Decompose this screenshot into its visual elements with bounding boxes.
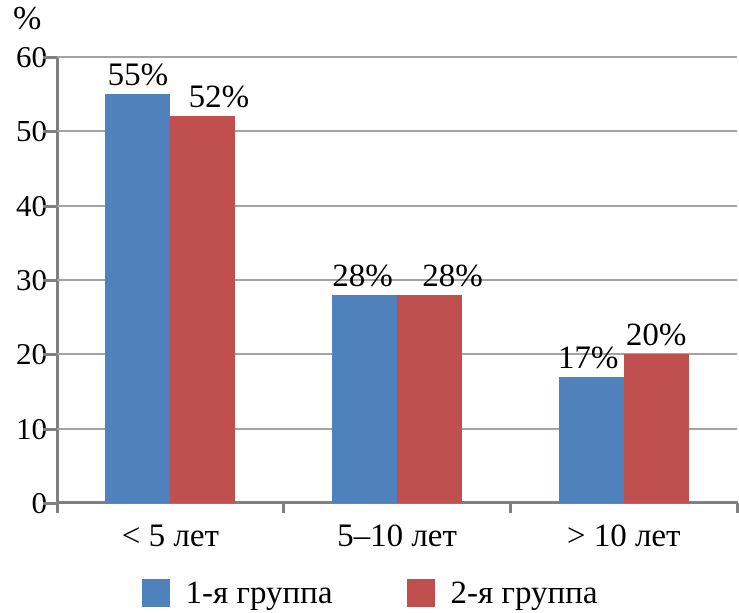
chart-legend: 1-я группа 2-я группа [0,572,739,613]
y-axis-tick [43,130,57,134]
y-axis-tick-label: 20 [16,336,47,372]
x-axis-tick [508,503,512,513]
y-axis-tick-label: 60 [16,39,47,74]
y-axis-tick [43,502,57,505]
bar-series2-cat1 [170,116,236,503]
bar-series2-cat3 [623,354,689,503]
x-axis-category-labels: < 5 лет 5–10 лет > 10 лет [57,515,737,557]
legend-swatch [141,578,170,607]
bar-value-label: 28% [332,257,393,294]
bar-series1-cat1 [105,94,171,503]
y-axis-tick [43,427,57,431]
bar-value-label: 55% [107,57,169,94]
x-axis-tick [735,503,739,513]
x-axis-tick [55,503,59,513]
legend-swatch [406,578,435,607]
x-axis-tick [282,503,286,513]
bar-series1-cat3 [558,376,624,503]
plot-area: 55% 28% 17% 52% 28% 20% [43,56,739,513]
y-axis-tick [43,279,57,282]
gridline [57,279,737,281]
legend-label: 1-я группа [185,574,333,611]
y-axis-tick-label: 30 [16,262,47,297]
y-axis-tick [43,56,57,59]
y-axis-tick-label: 0 [31,485,48,520]
bar-value-label: 17% [557,339,619,376]
x-axis-category-label: 5–10 лет [337,518,457,554]
legend-label: 2-я группа [450,574,598,611]
bar-value-label: 20% [625,317,687,354]
x-axis-category-label: < 5 лет [121,518,219,554]
y-axis-unit-label: % [13,0,42,37]
gridline [57,204,737,207]
legend-item-series2: 2-я группа [406,574,598,611]
gridline [57,130,737,133]
gridline [57,56,737,58]
y-axis-tick [43,353,57,357]
bar-value-label: 28% [422,257,483,294]
y-axis-tick [43,204,57,208]
bar-value-label: 52% [188,79,250,116]
y-axis-tick-label: 50 [16,113,47,149]
y-axis-tick-label: 40 [16,187,47,223]
bar-series1-cat2 [332,294,397,503]
y-axis-tick-label: 10 [16,410,47,446]
y-axis-line [56,57,59,511]
legend-item-series1: 1-я группа [141,574,333,611]
y-axis-tick-labels: 0 10 20 30 40 50 60 [0,0,47,613]
bar-series2-cat2 [397,294,462,503]
x-axis-category-label: > 10 лет [566,518,681,554]
